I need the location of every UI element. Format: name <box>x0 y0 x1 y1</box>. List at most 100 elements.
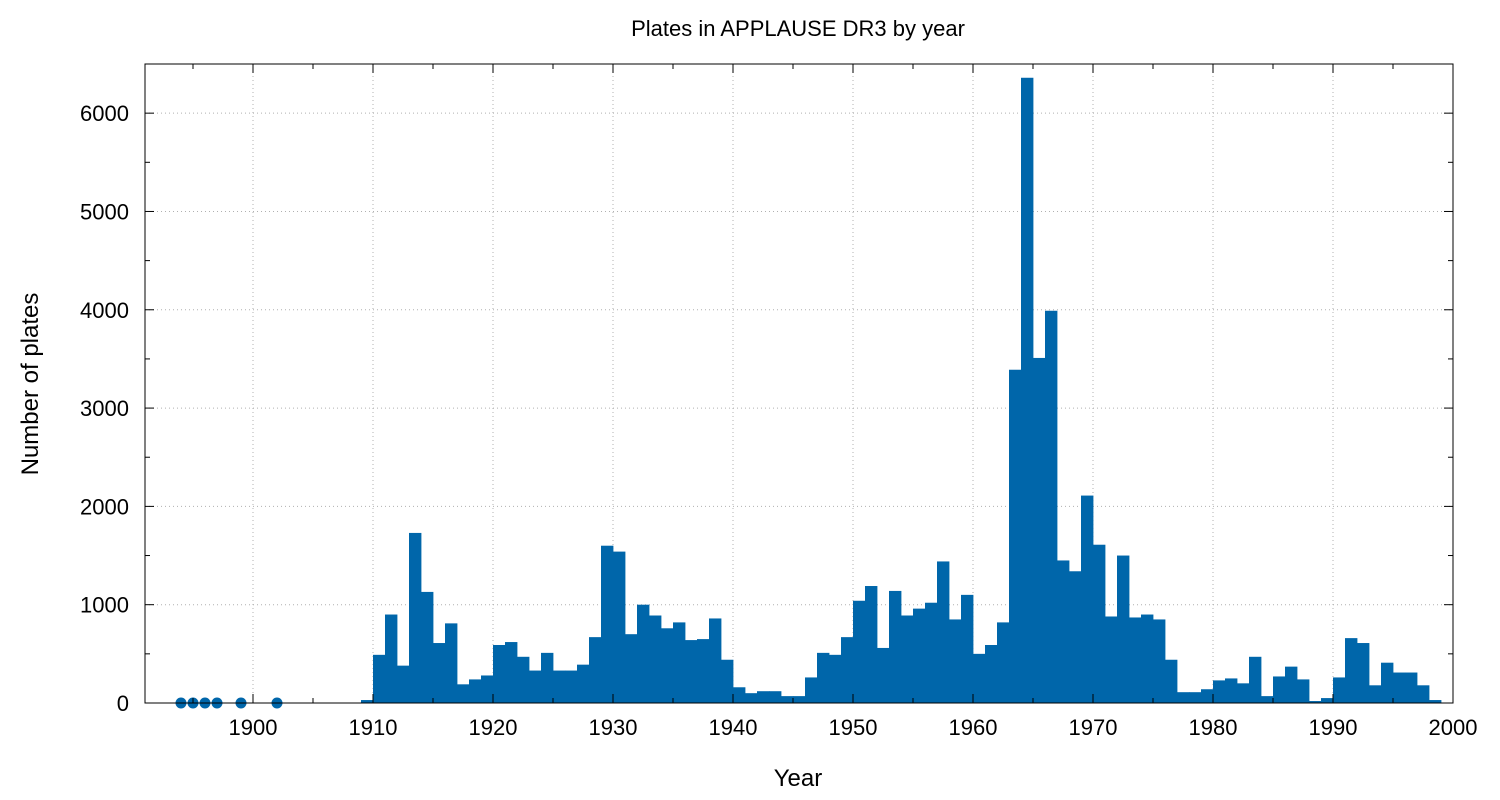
bar <box>637 604 650 703</box>
bar <box>517 656 530 703</box>
bar <box>457 684 470 703</box>
bar <box>1189 692 1202 703</box>
bar <box>769 691 782 703</box>
bar <box>361 700 374 703</box>
bar <box>709 618 722 703</box>
bar <box>1177 692 1190 703</box>
bar <box>925 602 938 703</box>
bar <box>1297 679 1310 703</box>
bar <box>1021 77 1034 704</box>
bar <box>1273 676 1286 703</box>
x-tick-label: 1960 <box>949 715 998 740</box>
bar <box>865 586 878 703</box>
bar <box>577 664 590 703</box>
bar <box>433 643 446 703</box>
bar <box>1393 672 1406 703</box>
bar <box>1033 357 1046 703</box>
bar <box>673 622 686 703</box>
tick-marks <box>145 64 1454 704</box>
bar <box>949 619 962 703</box>
bar <box>985 644 998 703</box>
bar <box>1141 614 1154 703</box>
bar <box>421 591 434 703</box>
bar <box>481 675 494 703</box>
bar <box>541 652 554 703</box>
bar <box>1417 685 1430 703</box>
bar <box>553 670 566 703</box>
x-tick-label: 1980 <box>1189 715 1238 740</box>
x-tick-label: 2000 <box>1429 715 1478 740</box>
bar <box>853 600 866 703</box>
bar <box>661 628 674 703</box>
bar <box>841 637 854 703</box>
x-tick-labels: 1900 1910 1920 1930 1940 1950 1960 1970 1980 1990… <box>229 715 1478 740</box>
x-tick-label: 1920 <box>469 715 518 740</box>
bar <box>1225 678 1238 703</box>
bar <box>1093 544 1106 703</box>
bar <box>1009 369 1022 703</box>
bar <box>685 640 698 703</box>
bar <box>601 545 614 703</box>
bars <box>361 77 1442 704</box>
x-tick-label: 1900 <box>229 715 278 740</box>
bar <box>877 647 890 703</box>
y-tick-label: 0 <box>117 691 129 716</box>
plot-frame <box>144 63 1454 704</box>
bar <box>1429 700 1442 703</box>
y-tick-label: 5000 <box>80 199 129 224</box>
bar <box>1213 680 1226 703</box>
y-tick-label: 1000 <box>80 593 129 618</box>
bar <box>1045 310 1058 703</box>
bar <box>1333 677 1346 703</box>
bar <box>1381 662 1394 703</box>
bar <box>1261 696 1274 703</box>
bar <box>469 679 482 703</box>
bar <box>697 639 710 703</box>
bar <box>1057 560 1070 703</box>
y-tick-labels: 0 1000 2000 3000 4000 5000 6000 <box>80 101 129 716</box>
x-tick-label: 1950 <box>829 715 878 740</box>
bar <box>589 637 602 703</box>
y-tick-label: 6000 <box>80 101 129 126</box>
bar <box>445 623 458 703</box>
bar <box>373 654 386 703</box>
bar <box>625 634 638 703</box>
bar <box>733 687 746 703</box>
bar <box>745 693 758 703</box>
bar <box>1129 617 1142 703</box>
bar <box>889 590 902 703</box>
bar <box>613 551 626 703</box>
bar <box>1117 555 1130 703</box>
bar <box>817 652 830 703</box>
bar <box>1321 698 1334 703</box>
bar <box>805 677 818 703</box>
bar <box>793 696 806 703</box>
bar <box>505 642 518 703</box>
bar <box>1201 689 1214 703</box>
bar <box>937 561 950 703</box>
bar <box>913 608 926 703</box>
bar <box>829 654 842 703</box>
bar <box>1237 683 1250 703</box>
bar <box>1165 659 1178 703</box>
bar <box>721 659 734 703</box>
y-tick-label: 4000 <box>80 298 129 323</box>
x-tick-label: 1970 <box>1069 715 1118 740</box>
bar <box>1405 672 1418 703</box>
bar <box>1069 571 1082 703</box>
bar <box>1153 619 1166 703</box>
y-tick-label: 2000 <box>80 494 129 519</box>
bar <box>901 615 914 703</box>
bar <box>1249 656 1262 703</box>
x-tick-label: 1910 <box>349 715 398 740</box>
chart-title: Plates in APPLAUSE DR3 by year <box>631 16 965 41</box>
bar <box>409 532 422 703</box>
bar <box>1345 638 1358 703</box>
bar <box>781 696 794 703</box>
x-axis-label: Year <box>774 765 823 792</box>
bar <box>1081 495 1094 703</box>
bar <box>493 644 506 703</box>
bar <box>757 691 770 703</box>
bar <box>529 670 542 703</box>
